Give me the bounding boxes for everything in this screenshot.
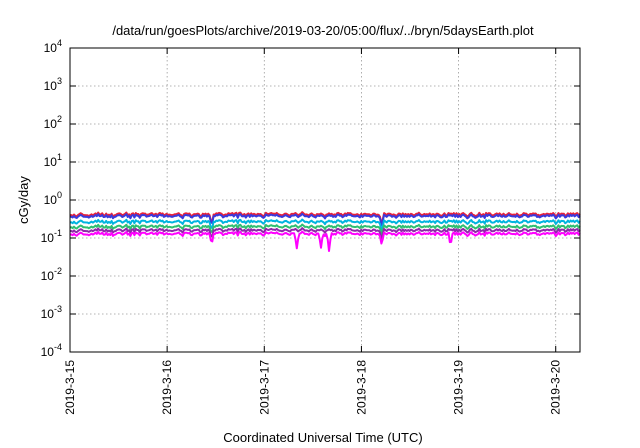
y-tick-label: 103 (44, 76, 62, 93)
series-line-5 (69, 227, 581, 240)
series-line-3 (69, 218, 581, 231)
x-tick-labels: 2019-3-15 2019-3-16 2019-3-17 2019-3-18 2019… (63, 360, 563, 415)
y-tick-label: 102 (44, 114, 62, 131)
y-tick-label: 101 (44, 152, 62, 169)
x-axis-label: Coordinated Universal Time (UTC) (223, 430, 422, 445)
x-tick-label: 2019-3-15 (63, 360, 77, 415)
y-tick-label: 104 (44, 38, 62, 55)
series-line-6 (69, 230, 581, 252)
grid-layer (70, 48, 580, 352)
series-line-2 (69, 212, 581, 227)
y-tick-labels: 10-4 10-3 10-2 10-1 100 101 102 103 104 (41, 38, 62, 359)
y-tick-label: 10-3 (41, 304, 62, 321)
x-tick-label: 2019-3-17 (257, 360, 271, 415)
series-line-4 (69, 223, 581, 235)
y-tick-label: 10-4 (41, 342, 62, 359)
y-tick-label: 10-1 (41, 228, 62, 245)
x-tick-label: 2019-3-19 (452, 360, 466, 415)
x-tick-label: 2019-3-18 (354, 360, 368, 415)
y-axis-label: cGy/day (16, 176, 31, 224)
y-tick-label: 10-2 (41, 266, 62, 283)
chart-title: /data/run/goesPlots/archive/2019-03-20/0… (112, 23, 534, 38)
x-tick-label: 2019-3-20 (549, 360, 563, 415)
y-tick-label: 100 (44, 190, 62, 207)
x-tick-label: 2019-3-16 (160, 360, 174, 415)
tick-layer (69, 47, 580, 353)
series-layer (69, 211, 581, 252)
